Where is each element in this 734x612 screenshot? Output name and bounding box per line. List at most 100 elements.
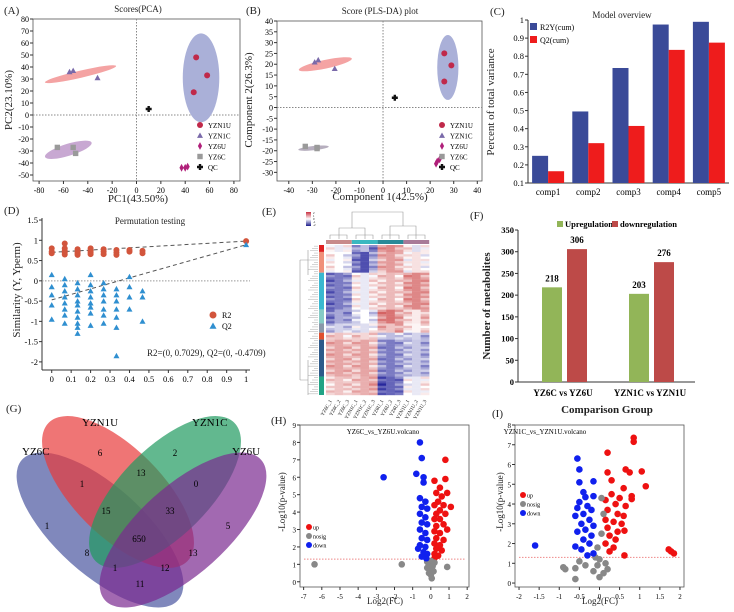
heatmap-cell [351, 284, 361, 287]
x-tick-label: 0.3 [105, 374, 116, 384]
point-down [574, 528, 581, 535]
heatmap-cell [420, 307, 430, 310]
point-Q2 [48, 271, 55, 278]
heatmap-cell [360, 381, 370, 384]
heatmap-cell [403, 268, 413, 271]
heatmap-cell [343, 284, 352, 287]
heatmap-cell [377, 371, 387, 375]
y-tick-label: 300 [501, 247, 514, 257]
heatmap-cell [334, 254, 344, 257]
heatmap-cell [394, 346, 404, 350]
heatmap-cell [403, 371, 413, 375]
x-tick-label: -2 [392, 593, 398, 601]
heatmap-cell [343, 341, 352, 345]
heatmap-cell [343, 256, 352, 260]
heatmap-cell [360, 245, 370, 248]
heatmap-cell [386, 295, 395, 299]
point-down [416, 494, 424, 502]
point-down [422, 554, 430, 562]
heatmap-cell [360, 305, 370, 308]
heatmap-cell [360, 272, 370, 276]
heatmap-cell [386, 374, 395, 377]
heatmap-cell [326, 385, 335, 389]
heatmap-cell [386, 298, 395, 301]
heatmap-cell [377, 383, 387, 386]
y-tick-label: 10 [21, 99, 29, 108]
heatmap-cell [394, 344, 404, 347]
heatmap-cell [343, 275, 352, 278]
legend-label-up: up [527, 494, 533, 500]
heatmap-cell [326, 371, 335, 375]
column-group-bar-YZ6C [326, 240, 352, 244]
legend-label: Upregulation [565, 219, 613, 229]
heatmap-cell [334, 272, 344, 276]
x-tick-label: -1 [556, 593, 562, 601]
heatmap-cell [351, 339, 361, 343]
heatmap-cell [412, 339, 421, 343]
heatmap-cell [412, 249, 421, 253]
y-tick-label: 25 [265, 49, 273, 58]
heatmap-cell [394, 272, 404, 276]
y-tick-label: 1 [34, 235, 38, 245]
heatmap-cell [351, 376, 361, 380]
panel-label-e: (E) [262, 206, 276, 218]
heatmap-cell [351, 309, 361, 313]
heatmap-cell [351, 291, 361, 294]
point-nosig [602, 559, 609, 567]
heatmap-cell [377, 332, 387, 336]
heatmap-cell [360, 369, 370, 373]
heatmap-cell [360, 328, 370, 331]
heatmap-cell [403, 335, 413, 338]
heatmap-cell [403, 328, 413, 331]
point-Q2 [61, 306, 68, 312]
confidence-ellipse-YZ6C [298, 145, 329, 151]
legend-marker-YZN1C [439, 132, 445, 138]
heatmap-cell [403, 362, 413, 366]
heatmap-cell [412, 332, 421, 336]
heatmap-cell [420, 247, 430, 250]
y-tick-label: 40 [21, 63, 29, 72]
heatmap-cell [412, 291, 421, 294]
heatmap-cell [326, 348, 335, 352]
heatmap-cell [403, 358, 413, 361]
heatmap-cell [394, 314, 404, 317]
heatmap-cell [412, 383, 421, 386]
heatmap-cell [360, 344, 370, 347]
heatmap-cell [369, 388, 378, 391]
heatmap-cell [351, 385, 361, 389]
x-tick-label: 0.8 [202, 374, 213, 384]
heatmap-cell [334, 251, 344, 255]
heatmap-cell [326, 298, 335, 301]
heatmap-cell [420, 325, 430, 329]
heatmap-cell [334, 270, 344, 273]
heatmap-cell [420, 355, 430, 359]
heatmap-cell [394, 305, 404, 308]
heatmap-cell [343, 385, 352, 389]
point-nosig [604, 565, 611, 573]
heatmap-cell [334, 261, 344, 264]
heatmap-cell [334, 309, 344, 313]
heatmap-cell [360, 367, 370, 370]
heatmap-cell [360, 323, 370, 326]
x-category-label: comp4 [656, 187, 681, 197]
heatmap-cell [394, 374, 404, 377]
heatmap-cell [369, 348, 378, 352]
heatmap-cell [386, 275, 395, 278]
heatmap-cell [360, 365, 370, 368]
x-tick-label: 40 [181, 186, 189, 195]
heatmap-cell [377, 341, 387, 345]
heatmap-cell [377, 277, 387, 280]
x-category-label: comp2 [576, 187, 601, 197]
heatmap-cell [394, 295, 404, 299]
point-down [416, 510, 424, 518]
heatmap-cell [420, 328, 430, 331]
heatmap-cell [334, 300, 344, 303]
volcano-h-title: YZ6C_vs_YZ6U.volcano [347, 428, 420, 436]
heatmap-cell [403, 300, 413, 303]
heatmap-cell [351, 270, 361, 273]
point-QC [391, 94, 398, 101]
point-nosig [600, 569, 607, 577]
heatmap-cell [334, 311, 344, 315]
heatmap-cell [360, 268, 370, 271]
heatmap-cell [351, 348, 361, 352]
